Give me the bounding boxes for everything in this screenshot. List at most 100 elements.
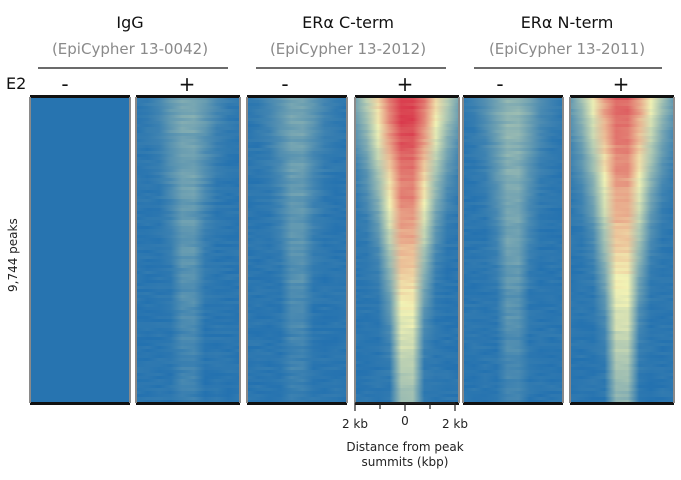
heatmap-row xyxy=(136,211,240,215)
heatmap-row xyxy=(247,379,347,383)
heatmap-row xyxy=(247,205,347,209)
heatmap-row xyxy=(570,118,674,122)
heatmap-row xyxy=(355,379,459,383)
heatmap-row xyxy=(463,130,563,134)
heatmap-row xyxy=(136,394,240,398)
heatmap-row xyxy=(463,154,563,158)
heatmap-row xyxy=(355,202,459,206)
heatmap-row xyxy=(136,361,240,365)
heatmap-row xyxy=(136,103,240,107)
heatmap-row xyxy=(355,334,459,338)
heatmap-row xyxy=(355,172,459,176)
heatmap-row xyxy=(136,334,240,338)
heatmap-row xyxy=(247,388,347,392)
heatmap-row xyxy=(463,244,563,248)
heatmap-row xyxy=(570,268,674,272)
heatmap-row xyxy=(136,241,240,245)
heatmap-row xyxy=(355,193,459,197)
heatmap-row xyxy=(136,106,240,110)
panel-bottom-border xyxy=(463,402,563,405)
heatmap-panel xyxy=(136,97,240,403)
heatmap-row xyxy=(247,346,347,350)
heatmap-row xyxy=(570,214,674,218)
panel-side-border xyxy=(239,97,241,403)
heatmap-row xyxy=(247,268,347,272)
heatmap-row xyxy=(136,190,240,194)
heatmap-row xyxy=(570,304,674,308)
heatmap-row xyxy=(355,331,459,335)
heatmap-row xyxy=(136,268,240,272)
condition-label: + xyxy=(396,72,414,96)
heatmap-row xyxy=(463,121,563,125)
heatmap-row xyxy=(247,397,347,401)
heatmap-row xyxy=(136,121,240,125)
heatmap-row xyxy=(463,256,563,260)
heatmap-row xyxy=(570,319,674,323)
heatmap-row xyxy=(247,391,347,395)
heatmap-row xyxy=(247,382,347,386)
x-tick-label-center: 0 xyxy=(401,414,409,428)
heatmap-row xyxy=(136,307,240,311)
heatmap-row xyxy=(463,196,563,200)
heatmap-row xyxy=(247,163,347,167)
heatmap-row xyxy=(136,145,240,149)
heatmap-row xyxy=(463,238,563,242)
group-subtitle-n-term: (EpiCypher 13-2011) xyxy=(488,40,646,58)
heatmap-row xyxy=(463,100,563,104)
heatmap-row xyxy=(570,376,674,380)
heatmap-row xyxy=(247,316,347,320)
heatmap-row xyxy=(136,97,240,101)
heatmap-row xyxy=(247,142,347,146)
heatmap-row xyxy=(463,343,563,347)
heatmap-row xyxy=(247,136,347,140)
heatmap-row xyxy=(463,166,563,170)
condition-label: - xyxy=(61,72,69,96)
heatmap-row xyxy=(355,139,459,143)
heatmap-row xyxy=(247,250,347,254)
heatmap-row xyxy=(463,277,563,281)
heatmap-row xyxy=(136,295,240,299)
heatmap-row xyxy=(247,115,347,119)
heatmap-row xyxy=(247,286,347,290)
heatmap-row xyxy=(463,160,563,164)
heatmap-row xyxy=(463,367,563,371)
heatmap-row xyxy=(570,208,674,212)
heatmap-row xyxy=(136,322,240,326)
heatmap-row xyxy=(463,124,563,128)
heatmap-row xyxy=(136,118,240,122)
heatmap-row xyxy=(247,178,347,182)
heatmap-row xyxy=(463,127,563,131)
heatmap-row xyxy=(463,259,563,263)
heatmap-row xyxy=(136,292,240,296)
heatmap-row xyxy=(136,313,240,317)
heatmap-row xyxy=(136,199,240,203)
heatmap-row xyxy=(247,280,347,284)
heatmap-row xyxy=(247,304,347,308)
heatmap-row xyxy=(463,190,563,194)
heatmap-svg xyxy=(463,97,563,403)
heatmap-row xyxy=(463,139,563,143)
heatmap-row xyxy=(355,157,459,161)
heatmap-row xyxy=(136,244,240,248)
y-axis-label: 9,744 peaks xyxy=(6,218,20,292)
heatmap-row xyxy=(247,124,347,128)
heatmap-row xyxy=(570,238,674,242)
heatmap-row xyxy=(136,112,240,116)
heatmap-row xyxy=(136,370,240,374)
heatmap-row xyxy=(570,271,674,275)
heatmap-row xyxy=(247,292,347,296)
heatmap-row xyxy=(355,310,459,314)
heatmap-row xyxy=(247,148,347,152)
heatmap-row xyxy=(570,265,674,269)
x-axis-title-line2: summits (kbp) xyxy=(361,455,449,469)
heatmap-row xyxy=(247,166,347,170)
heatmap-row xyxy=(355,352,459,356)
heatmap-row xyxy=(136,220,240,224)
heatmap-row xyxy=(463,334,563,338)
heatmap-row xyxy=(570,322,674,326)
heatmap-row xyxy=(570,196,674,200)
heatmap-row xyxy=(570,307,674,311)
heatmap-row xyxy=(463,211,563,215)
heatmap-row xyxy=(247,106,347,110)
heatmap-row xyxy=(570,115,674,119)
